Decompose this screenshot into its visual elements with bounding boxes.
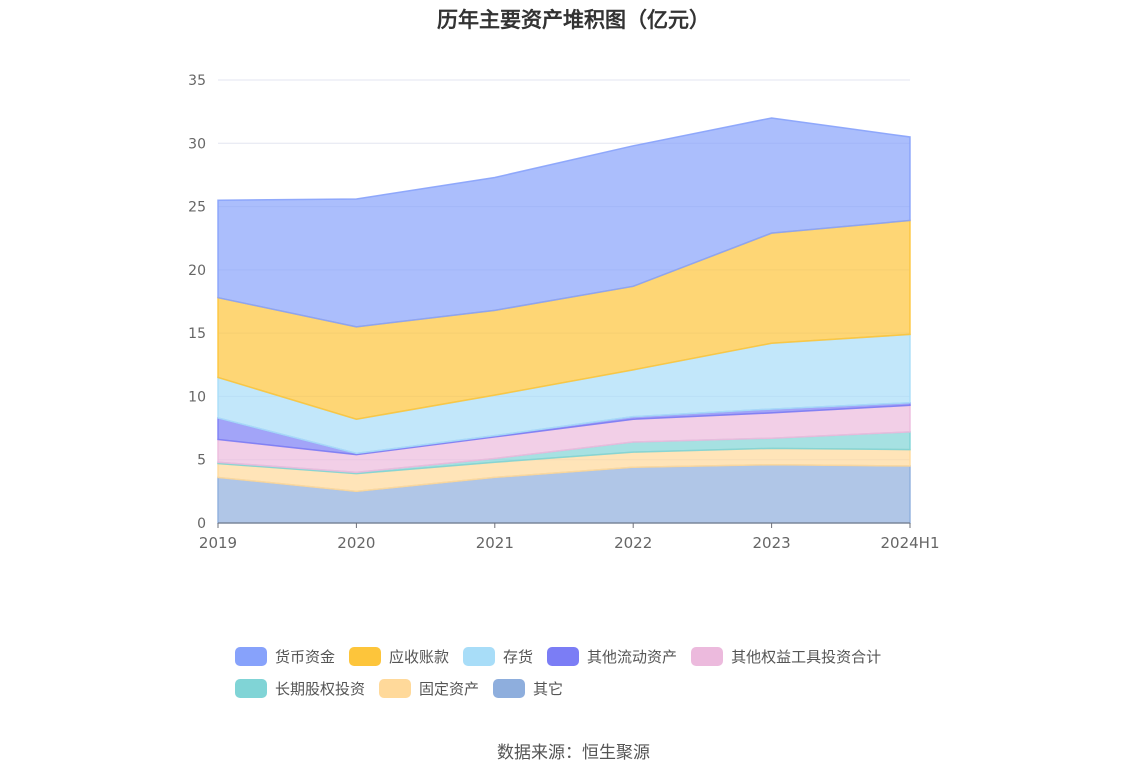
legend-swatch: [235, 646, 267, 666]
legend-swatch: [235, 678, 267, 698]
legend-label: 存货: [503, 647, 534, 666]
legend-item[interactable]: 其他流动资产: [547, 640, 677, 672]
legend-item[interactable]: 其它: [493, 672, 563, 704]
y-tick-label: 0: [197, 516, 206, 532]
x-tick-label: 2024H1: [881, 534, 940, 552]
stacked-area-chart: 0 5 10 15 20 25 30 35 2019 2020 2021 2022 2023 2024H1: [188, 73, 939, 552]
chart-title: 历年主要资产堆积图（亿元）: [437, 8, 710, 32]
legend-swatch: [691, 646, 724, 666]
legend: 货币资金 应收账款 存货 其他流动资产 其他权益工具投资合计长期股权投资 固定资产 其它: [235, 640, 955, 704]
legend-label: 固定资产: [419, 679, 480, 698]
y-tick-label: 30: [188, 136, 206, 152]
x-tick-label: 2022: [614, 534, 652, 552]
x-tick-label: 2020: [337, 534, 375, 552]
y-tick-label: 5: [197, 453, 206, 469]
data-source-note: 数据来源：恒生聚源: [497, 743, 650, 763]
legend-item[interactable]: 存货: [463, 640, 533, 672]
area-series[interactable]: [217, 117, 911, 328]
y-tick-label: 25: [188, 200, 206, 216]
legend-swatch: [493, 678, 526, 698]
legend-label: 其他权益工具投资合计: [731, 647, 882, 666]
x-tick-label: 2019: [199, 534, 237, 552]
y-tick-label: 20: [188, 263, 206, 279]
axes: 0 5 10 15 20 25 30 35 2019 2020 2021 2022 2023 2024H1: [188, 73, 939, 552]
legend-label: 应收账款: [389, 647, 450, 666]
legend-swatch: [349, 646, 382, 666]
legend-item[interactable]: 货币资金: [235, 640, 335, 672]
legend-swatch: [379, 678, 412, 698]
legend-swatch: [463, 646, 496, 666]
legend-item[interactable]: 长期股权投资: [235, 672, 365, 704]
legend-swatch: [547, 646, 580, 666]
legend-label: 其它: [533, 679, 564, 698]
legend-item[interactable]: 其他权益工具投资合计: [691, 640, 881, 672]
legend-item[interactable]: 应收账款: [349, 640, 449, 672]
y-tick-label: 35: [188, 73, 206, 89]
y-tick-label: 15: [188, 326, 206, 342]
legend-label: 长期股权投资: [275, 679, 366, 698]
area-series-group: [217, 117, 911, 524]
legend-label: 其他流动资产: [587, 647, 678, 666]
legend-item[interactable]: 固定资产: [379, 672, 479, 704]
legend-label: 货币资金: [275, 647, 336, 666]
y-tick-label: 10: [188, 389, 206, 405]
x-tick-label: 2023: [753, 534, 791, 552]
x-tick-label: 2021: [476, 534, 514, 552]
